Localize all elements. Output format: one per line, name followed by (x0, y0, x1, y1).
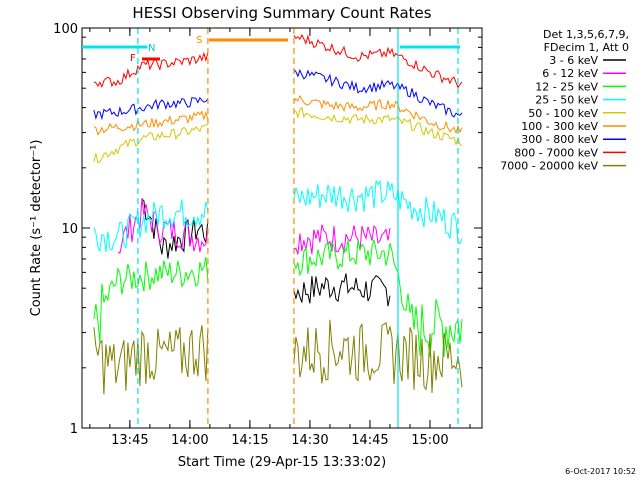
chart-title: HESSI Observing Summary Count Rates (132, 4, 431, 22)
legend-label: 3 - 6 keV (549, 54, 598, 67)
y-axis-label: Count Rate (s⁻¹ detector⁻¹) (29, 140, 44, 317)
legend-label: 50 - 100 keV (528, 107, 598, 120)
series-line-6 (93, 68, 463, 121)
series-line-0 (141, 198, 391, 307)
x-tick-label: 14:45 (351, 433, 388, 448)
footer-timestamp: 6-Oct-2017 10:52 (565, 467, 636, 476)
legend-label: 7000 - 20000 keV (500, 160, 598, 173)
y-tick-label: 100 (53, 22, 78, 37)
marker-layer (137, 28, 459, 428)
y-tick-label: 10 (61, 222, 78, 237)
x-axis-label: Start Time (29-Apr-15 13:33:02) (178, 455, 386, 470)
axis-layer: 13:45 14:00 14:15 14:30 14:45 15:00 1 10 100 (53, 22, 482, 448)
legend-label: 25 - 50 keV (535, 94, 598, 107)
series-line-2 (93, 239, 463, 358)
x-tick-label: 14:15 (231, 433, 268, 448)
legend-label: 300 - 800 keV (521, 133, 598, 146)
flag-label-f: F (130, 53, 136, 64)
flag-label-s: S (196, 35, 202, 46)
legend-label: 800 - 7000 keV (514, 146, 598, 159)
series-layer (93, 33, 463, 395)
x-tick-label: 15:00 (411, 433, 448, 448)
legend-label: 12 - 25 keV (535, 80, 598, 93)
x-tick-label: 13:45 (111, 433, 148, 448)
series-line-7 (93, 33, 463, 89)
series-line-5 (93, 94, 463, 136)
legend-label: 6 - 12 keV (542, 67, 598, 80)
series-line-1 (117, 197, 391, 255)
series-line-4 (93, 106, 463, 164)
x-tick-label: 14:00 (171, 433, 208, 448)
legend-header-line-1: Det 1,3,5,6,7,9, (543, 28, 629, 41)
legend-label: 100 - 300 keV (521, 120, 598, 133)
series-line-3 (93, 179, 463, 253)
flag-label-n: N (148, 43, 155, 54)
legend-header-line-2: FDecim 1, Att 0 (544, 41, 629, 54)
x-tick-label: 14:30 (291, 433, 328, 448)
series-line-8 (93, 319, 463, 395)
y-tick-label: 1 (70, 422, 78, 437)
